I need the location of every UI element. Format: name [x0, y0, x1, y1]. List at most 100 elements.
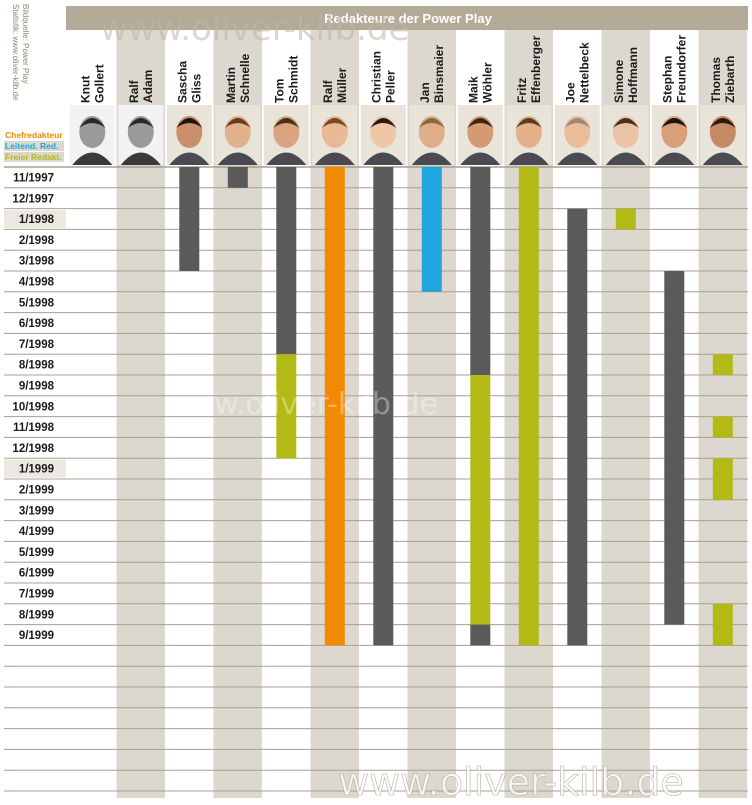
legend-swatch-bg	[4, 152, 64, 162]
editor-last-name: Hoffmann	[626, 47, 640, 103]
source-note-line2: Bildquelle: Power Play	[21, 4, 30, 84]
tenure-bar	[518, 167, 539, 646]
portrait-hair	[127, 118, 154, 128]
header: Redakteure der Power Play	[66, 6, 748, 30]
portrait-hair	[709, 118, 736, 128]
tenure-bar	[276, 354, 297, 459]
portrait-shoulders	[557, 152, 598, 165]
legend-swatch-bg	[4, 141, 64, 151]
year-start-highlight	[4, 459, 66, 478]
portrait-hair	[661, 118, 688, 128]
source-note-line1: Statistik: www.oliver-kilb.de	[11, 4, 20, 101]
editor-first-name: Simone	[612, 59, 626, 103]
row-label: 7/1998	[19, 339, 55, 351]
row-label: 4/1998	[19, 277, 55, 289]
portrait-shoulders	[363, 152, 404, 165]
watermark-top: www.oliver-kilb.de	[100, 9, 409, 49]
row-labels: 11/1997 12/1997 1/1998 2/1998 3/1998 4/1998 5/…	[4, 173, 66, 642]
editor-first-name: Tom	[272, 79, 286, 103]
tenure-bar	[712, 354, 733, 375]
portrait-shoulders	[217, 152, 258, 165]
tenure-bar	[567, 208, 588, 646]
editor-last-name: Freundorfer	[674, 35, 688, 103]
portrait-hair	[224, 118, 251, 128]
portrait-shoulders	[72, 152, 113, 165]
row-label: 1/1998	[19, 214, 55, 226]
portrait-hair	[273, 118, 300, 128]
legend-label: Chefredakteur	[5, 130, 63, 140]
portrait-hair	[370, 118, 397, 128]
portrait-hair	[418, 118, 445, 128]
portrait-shoulders	[605, 152, 646, 165]
legend-swatch-bg	[4, 130, 64, 140]
row-label: 7/1999	[19, 589, 54, 601]
editor-last-name: Binsmaier	[432, 45, 446, 103]
portrait-hair	[515, 118, 542, 128]
portrait-shoulders	[411, 152, 452, 165]
portrait-hair	[176, 118, 203, 128]
header-band	[66, 6, 748, 30]
row-label: 8/1998	[19, 360, 55, 372]
row-label: 11/1997	[13, 173, 54, 185]
legend-label: Freier Redakt.	[5, 152, 62, 162]
portrait-shoulders	[508, 152, 549, 165]
row-label: 12/1998	[12, 443, 54, 455]
editor-first-name: Knut	[78, 76, 92, 103]
editor-last-name: Ziebarth	[723, 56, 737, 103]
editor-last-name: Schmidt	[286, 56, 300, 103]
tenure-bar	[470, 375, 491, 625]
row-label: 12/1997	[12, 193, 54, 205]
row-label: 1/1999	[19, 464, 54, 476]
portrait-hair	[564, 118, 591, 128]
editor-first-name: Joe	[563, 82, 577, 103]
chart-title: Redakteure der Power Play	[324, 11, 492, 26]
tenure-bar	[276, 167, 297, 355]
tenure-bar	[470, 167, 491, 375]
source-note: Statistik: www.oliver-kilb.de Bildquelle…	[11, 4, 30, 101]
row-label: 3/1999	[19, 505, 54, 517]
portrait-hair	[612, 118, 639, 128]
portrait-shoulders	[169, 152, 210, 165]
tenure-bar	[712, 603, 733, 646]
tenure-bar	[324, 167, 345, 646]
portrait-shoulders	[460, 152, 501, 165]
editor-last-name: Schnelle	[238, 53, 252, 103]
editor-names: Knut Gollert Ralf Adam Sascha Gliss Martin Schn…	[78, 35, 737, 103]
row-label: 4/1999	[19, 526, 54, 538]
row-label: 6/1998	[19, 318, 55, 330]
watermark-middle: www.oliver-kilb.de	[165, 387, 438, 422]
portrait-shoulders	[702, 152, 743, 165]
editor-first-name: Thomas	[709, 57, 723, 103]
row-label: 2/1998	[19, 235, 55, 247]
editor-last-name: Müller	[335, 67, 349, 103]
row-label: 9/1999	[19, 630, 54, 642]
editor-first-name: Martin	[224, 67, 238, 103]
editor-first-name: Christian	[369, 51, 383, 103]
portrait-shoulders	[654, 152, 695, 165]
editor-first-name: Fritz	[515, 78, 529, 103]
portrait-hair	[467, 118, 494, 128]
tenure-bar	[421, 167, 442, 292]
row-label: 2/1999	[19, 485, 54, 497]
tenure-bar	[470, 624, 491, 646]
row-label: 8/1999	[19, 609, 54, 621]
row-label: 5/1999	[19, 547, 54, 559]
editor-last-name: Gliss	[189, 73, 203, 103]
tenure-bar	[373, 167, 394, 646]
portrait-shoulders	[266, 152, 307, 165]
editor-last-name: Wöhler	[480, 62, 494, 103]
tenure-bar	[179, 167, 200, 271]
editor-last-name: Gollert	[92, 64, 106, 103]
portrait-shoulders	[120, 152, 161, 165]
row-label: 3/1998	[19, 256, 55, 268]
row-label: 10/1998	[12, 401, 54, 413]
editor-last-name: Peller	[383, 70, 397, 103]
portrait-hair	[321, 118, 348, 128]
legend-label: Leitend. Red.	[5, 141, 58, 151]
row-label: 5/1998	[19, 297, 55, 309]
tenure-bar	[712, 458, 733, 500]
editor-first-name: Ralf	[321, 79, 335, 103]
